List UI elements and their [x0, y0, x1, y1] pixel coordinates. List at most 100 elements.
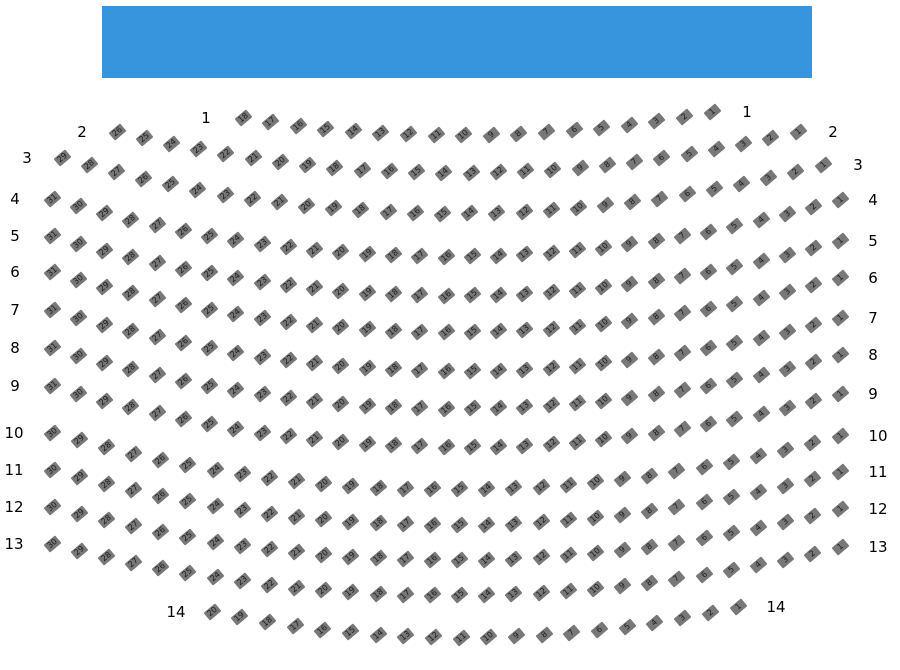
seat-row-4-10[interactable]: 10 [594, 238, 613, 257]
seat-row-4-23[interactable]: 23 [253, 235, 272, 253]
seat-row-5-31[interactable]: 31 [43, 227, 61, 245]
seat-row-9-23[interactable]: 23 [253, 424, 272, 442]
seat-row-7-11[interactable]: 11 [568, 357, 587, 375]
seat-row-5-7[interactable]: 7 [673, 267, 692, 286]
seat-row-3-12[interactable]: 12 [515, 203, 533, 221]
seat-row-5-5[interactable]: 5 [725, 258, 744, 276]
seat-row-4-24[interactable]: 24 [226, 231, 245, 249]
seat-row-11-2[interactable]: 2 [803, 470, 822, 488]
seat-row-7-7[interactable]: 7 [673, 344, 692, 362]
seat-row-14-15[interactable]: 15 [341, 623, 360, 642]
seat-row-3-21[interactable]: 21 [270, 193, 289, 212]
seat-row-4-27[interactable]: 27 [148, 216, 167, 235]
seat-row-10-22[interactable]: 22 [260, 469, 279, 487]
seat-row-6-2[interactable]: 2 [804, 276, 823, 294]
seat-row-5-26[interactable]: 26 [174, 259, 193, 278]
seat-row-6-24[interactable]: 24 [226, 305, 245, 323]
seat-row-2-14[interactable]: 14 [434, 164, 453, 182]
seat-row-7-12[interactable]: 12 [542, 359, 561, 377]
seat-row-5-17[interactable]: 17 [410, 286, 429, 304]
seat-row-14-20[interactable]: 20 [203, 603, 221, 621]
seat-row-2-11[interactable]: 11 [516, 162, 535, 181]
seat-row-8-21[interactable]: 21 [305, 392, 324, 410]
seat-row-10-6[interactable]: 6 [695, 458, 714, 476]
seat-row-6-9[interactable]: 9 [620, 312, 639, 330]
seat-row-7-21[interactable]: 21 [305, 354, 324, 372]
seat-row-12-19[interactable]: 19 [341, 548, 360, 566]
seat-row-1-10[interactable]: 10 [454, 126, 473, 144]
seat-row-14-7[interactable]: 7 [562, 624, 581, 642]
seat-row-4-13[interactable]: 13 [515, 245, 534, 263]
seat-row-11-20[interactable]: 20 [314, 510, 333, 529]
seat-row-7-20[interactable]: 20 [331, 357, 350, 375]
seat-row-5-30[interactable]: 30 [69, 234, 88, 253]
seat-row-8-1[interactable]: 1 [831, 346, 849, 364]
seat-row-3-28[interactable]: 28 [80, 156, 99, 175]
seat-row-13-3[interactable]: 3 [776, 550, 795, 569]
seat-row-7-14[interactable]: 14 [489, 361, 508, 380]
seat-row-5-2[interactable]: 2 [804, 239, 823, 257]
seat-row-9-12[interactable]: 12 [542, 435, 561, 453]
seat-row-12-28[interactable]: 28 [97, 511, 116, 530]
seat-row-3-17[interactable]: 17 [379, 203, 398, 221]
seat-row-10-1[interactable]: 1 [831, 427, 849, 445]
seat-row-13-7[interactable]: 7 [667, 570, 686, 588]
seat-row-7-23[interactable]: 23 [253, 348, 272, 366]
seat-row-11-14[interactable]: 14 [477, 515, 496, 534]
seat-row-6-14[interactable]: 14 [489, 322, 508, 341]
seat-row-13-19[interactable]: 19 [341, 583, 360, 601]
seat-row-11-21[interactable]: 21 [287, 508, 306, 526]
seat-row-6-30[interactable]: 30 [69, 270, 88, 289]
seat-row-5-10[interactable]: 10 [594, 278, 613, 297]
seat-row-10-8[interactable]: 8 [640, 466, 659, 485]
seat-row-3-25[interactable]: 25 [161, 175, 180, 194]
seat-row-2-3[interactable]: 3 [734, 135, 753, 153]
seat-row-7-13[interactable]: 13 [515, 360, 534, 379]
seat-row-7-26[interactable]: 26 [174, 334, 193, 352]
seat-row-6-21[interactable]: 21 [305, 316, 324, 334]
seat-row-4-31[interactable]: 31 [43, 190, 61, 208]
seat-row-6-17[interactable]: 17 [410, 322, 429, 341]
seat-row-14-11[interactable]: 11 [452, 628, 471, 647]
seat-row-5-20[interactable]: 20 [331, 282, 350, 300]
seat-row-5-8[interactable]: 8 [647, 271, 666, 290]
seat-row-10-10[interactable]: 10 [586, 473, 605, 491]
seat-row-1-15[interactable]: 15 [316, 119, 335, 138]
seat-row-12-2[interactable]: 2 [803, 507, 822, 525]
seat-row-2-16[interactable]: 16 [380, 162, 399, 181]
seat-row-11-13[interactable]: 13 [504, 514, 523, 533]
seat-row-14-18[interactable]: 18 [258, 613, 277, 631]
seat-row-3-6[interactable]: 6 [678, 185, 697, 203]
seat-row-13-9[interactable]: 9 [613, 577, 632, 595]
seat-row-9-18[interactable]: 18 [384, 436, 403, 455]
seat-row-1-5[interactable]: 5 [592, 119, 611, 137]
seat-row-1-3[interactable]: 3 [647, 112, 666, 130]
seat-row-12-5[interactable]: 5 [722, 524, 741, 543]
seat-row-9-14[interactable]: 14 [489, 437, 508, 456]
seat-row-5-16[interactable]: 16 [437, 286, 455, 305]
seat-row-12-7[interactable]: 7 [667, 534, 686, 552]
seat-row-11-17[interactable]: 17 [396, 515, 415, 533]
seat-row-3-27[interactable]: 27 [107, 163, 126, 181]
seat-row-9-20[interactable]: 20 [331, 433, 350, 451]
seat-row-8-17[interactable]: 17 [410, 399, 429, 417]
seat-row-9-11[interactable]: 11 [568, 433, 587, 451]
seat-row-6-25[interactable]: 25 [200, 301, 219, 319]
seat-row-8-27[interactable]: 27 [148, 366, 167, 384]
seat-row-13-18[interactable]: 18 [369, 585, 388, 603]
seat-row-8-8[interactable]: 8 [647, 385, 666, 403]
seat-row-3-7[interactable]: 7 [650, 189, 669, 208]
seat-row-13-6[interactable]: 6 [695, 566, 714, 584]
seat-row-5-19[interactable]: 19 [358, 284, 377, 302]
seat-row-11-15[interactable]: 15 [450, 516, 469, 534]
seat-row-3-29[interactable]: 29 [53, 149, 71, 167]
seat-row-12-26[interactable]: 26 [151, 523, 170, 541]
seat-row-12-13[interactable]: 13 [504, 549, 523, 568]
seat-row-6-6[interactable]: 6 [699, 300, 718, 318]
seat-row-10-26[interactable]: 26 [151, 450, 170, 469]
seat-row-7-10[interactable]: 10 [594, 354, 613, 373]
seat-row-2-2[interactable]: 2 [761, 129, 780, 147]
seat-row-9-2[interactable]: 2 [804, 392, 823, 410]
seat-row-10-11[interactable]: 11 [559, 476, 578, 494]
seat-row-8-15[interactable]: 15 [463, 399, 482, 418]
